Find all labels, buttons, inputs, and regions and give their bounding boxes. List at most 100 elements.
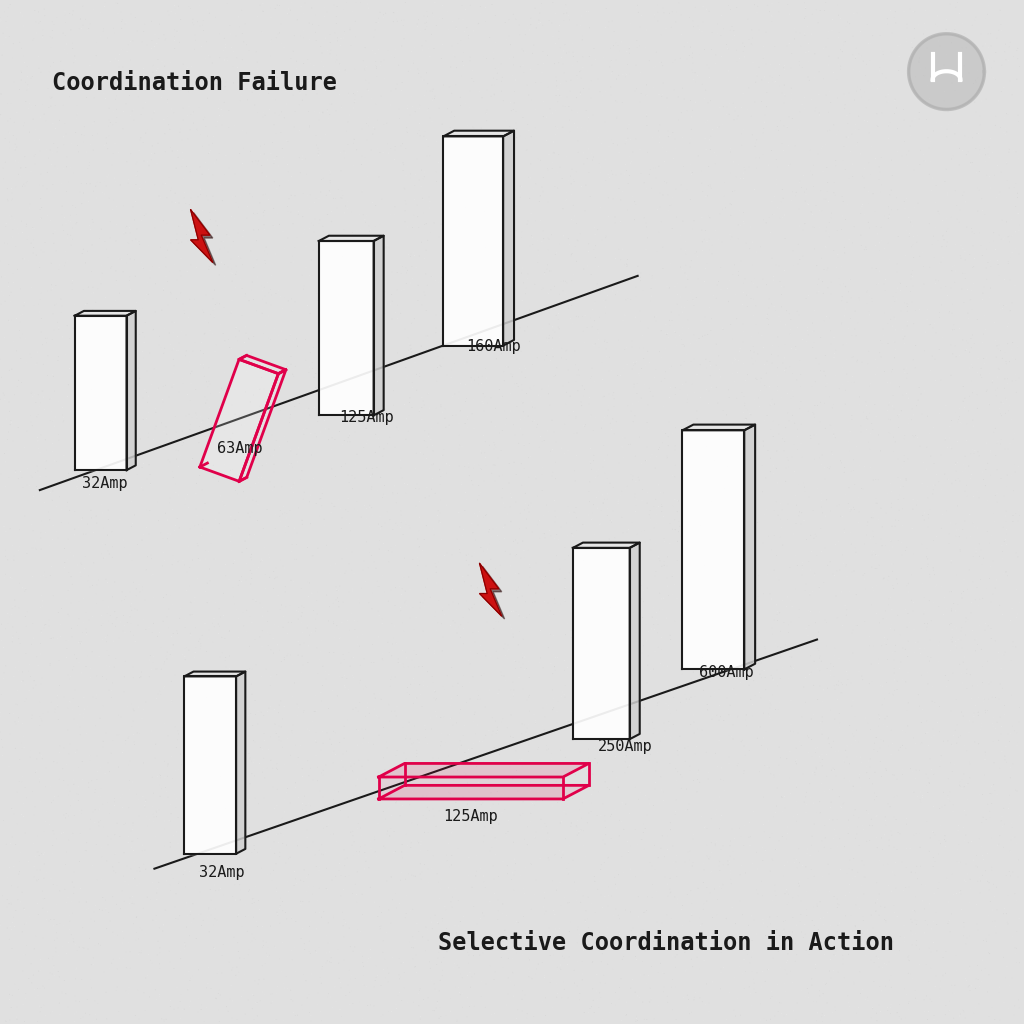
Point — [247, 132, 263, 148]
Point — [263, 995, 280, 1012]
Point — [10, 166, 27, 182]
Point — [203, 172, 219, 188]
Point — [760, 306, 776, 323]
Point — [861, 441, 878, 458]
Point — [242, 580, 258, 596]
Point — [723, 197, 739, 213]
Point — [637, 755, 653, 771]
Point — [399, 368, 416, 384]
Point — [264, 986, 281, 1002]
Point — [841, 773, 857, 790]
Point — [267, 321, 284, 337]
Point — [167, 939, 183, 955]
Point — [858, 683, 874, 699]
Point — [646, 6, 663, 23]
Point — [814, 745, 830, 762]
Point — [98, 439, 115, 456]
Point — [283, 991, 299, 1008]
Point — [886, 665, 902, 681]
Point — [44, 332, 60, 348]
Point — [341, 428, 357, 444]
Point — [143, 77, 160, 93]
Point — [764, 825, 780, 842]
Point — [756, 1011, 772, 1024]
Point — [951, 473, 968, 489]
Point — [933, 973, 949, 989]
Point — [880, 1002, 896, 1019]
Point — [354, 626, 371, 642]
Point — [547, 921, 563, 937]
Point — [587, 904, 603, 921]
Point — [281, 614, 297, 631]
Point — [805, 837, 821, 853]
Point — [919, 231, 935, 248]
Point — [743, 350, 760, 367]
Point — [108, 233, 124, 250]
Point — [286, 28, 302, 44]
Point — [304, 354, 321, 371]
Point — [353, 326, 370, 342]
Point — [631, 133, 647, 150]
Point — [620, 397, 636, 414]
Point — [849, 818, 865, 835]
Point — [470, 774, 486, 791]
Point — [760, 53, 776, 70]
Point — [700, 851, 717, 867]
Point — [191, 74, 208, 90]
Point — [801, 602, 817, 618]
Point — [478, 976, 495, 992]
Point — [982, 442, 998, 459]
Point — [250, 104, 266, 121]
Point — [713, 981, 729, 997]
Point — [66, 548, 82, 564]
Point — [417, 216, 433, 232]
Point — [655, 484, 672, 501]
Point — [371, 723, 387, 739]
Point — [672, 59, 688, 76]
Point — [998, 537, 1015, 553]
Point — [196, 356, 212, 373]
Point — [272, 601, 289, 617]
Point — [678, 246, 694, 262]
Point — [451, 239, 467, 255]
Point — [1008, 609, 1024, 626]
Point — [412, 401, 428, 418]
Point — [22, 656, 38, 673]
Point — [87, 718, 103, 734]
Point — [751, 325, 767, 341]
Point — [808, 956, 824, 973]
Point — [631, 791, 647, 807]
Point — [905, 407, 922, 423]
Point — [243, 474, 259, 490]
Point — [334, 436, 350, 453]
Point — [240, 471, 256, 487]
Point — [937, 173, 953, 189]
Point — [495, 671, 511, 687]
Point — [36, 105, 52, 122]
Point — [240, 946, 256, 963]
Point — [440, 597, 457, 613]
Point — [806, 241, 822, 257]
Point — [357, 771, 374, 787]
Point — [609, 586, 626, 602]
Point — [886, 429, 902, 445]
Point — [195, 839, 211, 855]
Point — [229, 830, 246, 847]
Point — [287, 863, 303, 880]
Point — [954, 463, 971, 479]
Point — [345, 297, 361, 313]
Point — [848, 328, 864, 344]
Point — [573, 119, 590, 135]
Point — [818, 378, 835, 394]
Point — [970, 443, 986, 460]
Point — [298, 991, 314, 1008]
Point — [443, 340, 460, 356]
Point — [692, 918, 709, 934]
Point — [721, 995, 737, 1012]
Point — [615, 557, 632, 573]
Point — [589, 967, 605, 983]
Point — [141, 669, 158, 685]
Point — [161, 620, 177, 636]
Point — [963, 178, 979, 195]
Point — [579, 635, 595, 651]
